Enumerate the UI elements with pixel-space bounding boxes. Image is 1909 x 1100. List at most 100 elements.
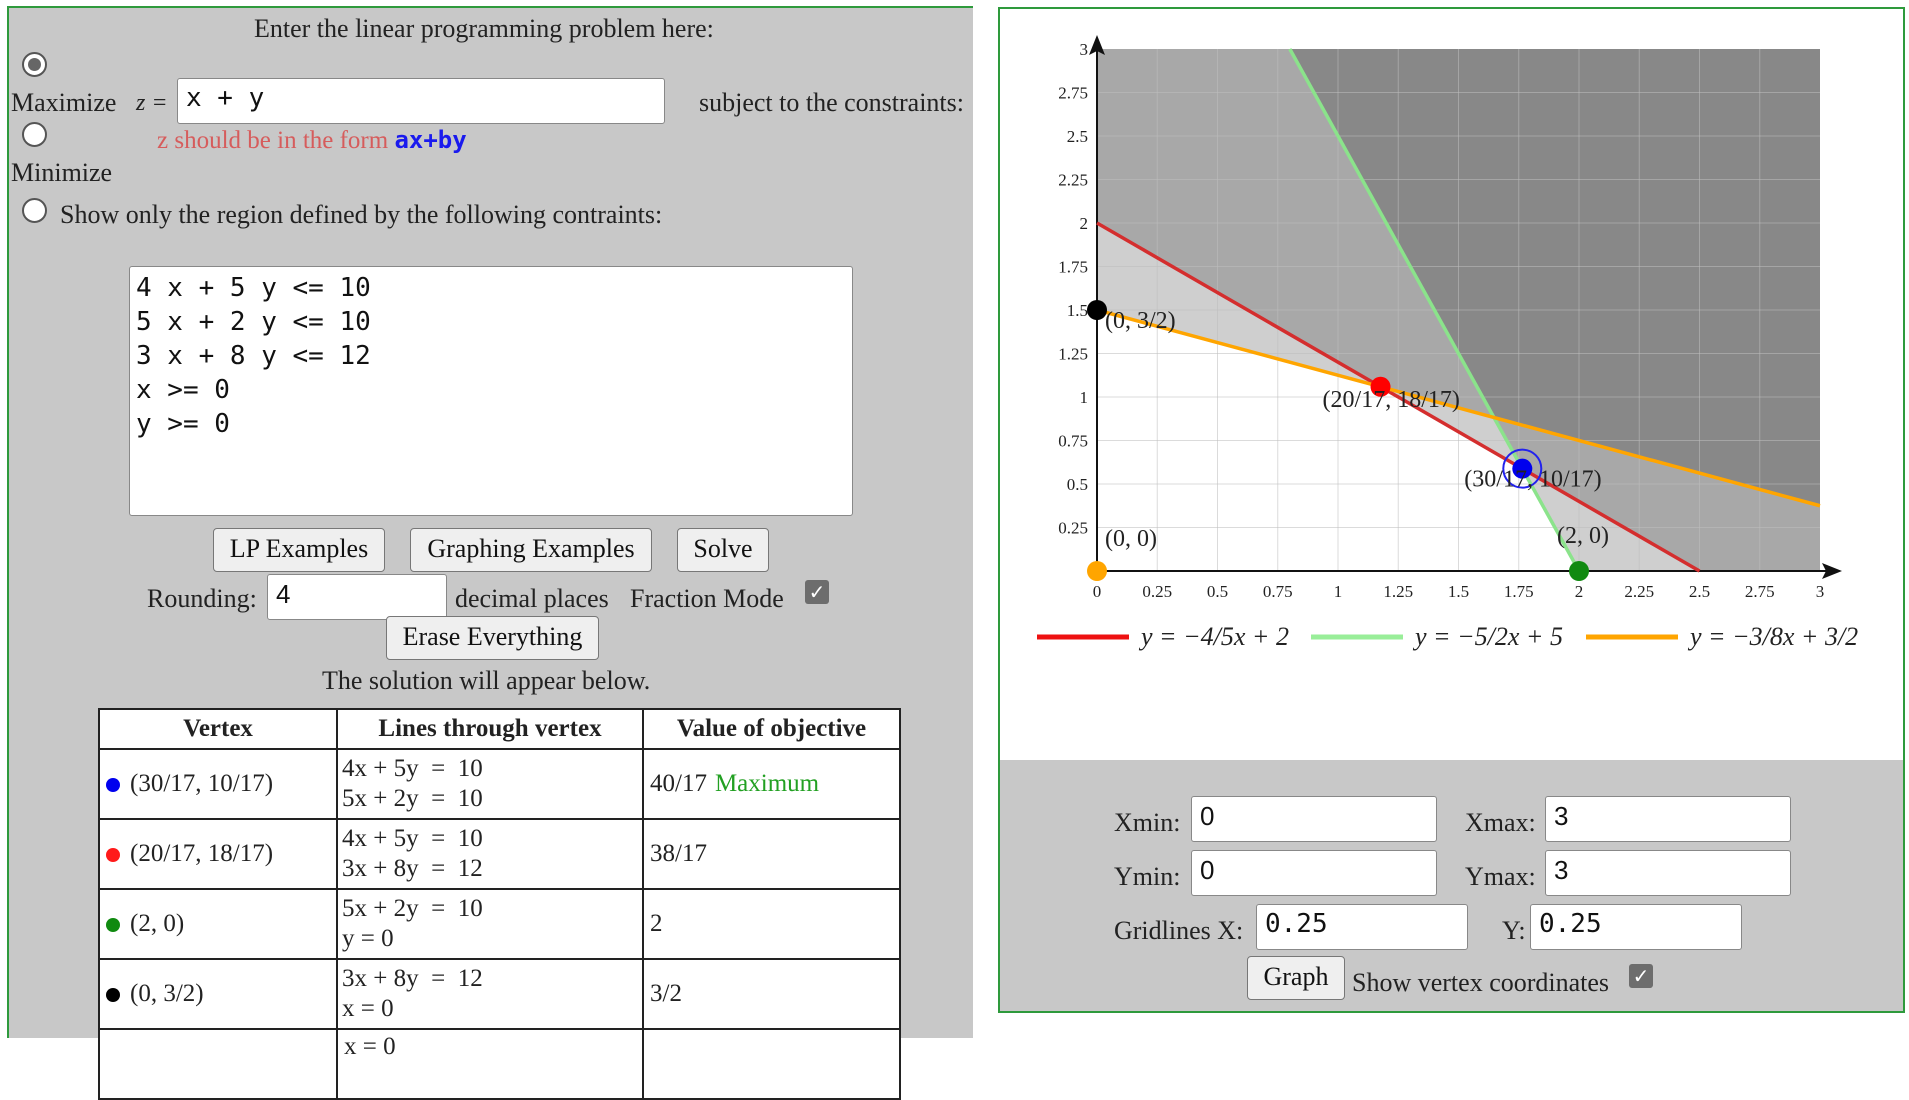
maximize-radio[interactable]: [22, 52, 47, 77]
line-equation: 4x + 5y = 10: [342, 755, 483, 782]
x-tick-label: 1.25: [1383, 582, 1413, 601]
vertex-cell: (0, 3/2): [98, 958, 338, 1030]
y-tick-label: 1.5: [1067, 301, 1088, 320]
x-tick-label: 2.75: [1745, 582, 1775, 601]
x-tick-label: 0.25: [1142, 582, 1172, 601]
graphing-examples-button[interactable]: Graphing Examples: [410, 528, 652, 572]
feasible-region-graph: 0 0.25 0.5 0.75 1 1.25 1.5 1.75 2 2.25 2.5 2.75 3 0.2…: [1037, 35, 1858, 651]
line-equation: x = 0: [342, 995, 394, 1022]
fraction-mode-checkbox[interactable]: ✓: [805, 580, 829, 604]
maximum-note: Maximum: [714, 770, 820, 797]
lp-heading: Enter the linear programming problem her…: [254, 14, 714, 43]
vertex-color-dot: [106, 848, 120, 863]
xmin-label: Xmin:: [1114, 808, 1181, 837]
vertex-cell: (2, 0): [98, 888, 338, 960]
objective-cell: [642, 1028, 901, 1100]
lines-header: Lines through vertex: [336, 708, 644, 750]
y-tick-label: 2.75: [1058, 84, 1088, 103]
constraints-textarea[interactable]: 4 x + 5 y <= 10 5 x + 2 y <= 10 3 x + 8 …: [129, 266, 853, 516]
gridlines-y-input[interactable]: 0.25: [1530, 904, 1742, 950]
x-tick-label: 0.5: [1207, 582, 1228, 601]
vertex-coordinates: (30/17, 10/17): [130, 770, 274, 797]
lines-cell: 4x + 5y = 10 3x + 8y = 12: [336, 818, 644, 890]
hint-code: ax+by: [394, 126, 467, 154]
solution-header-row: Vertex Lines through vertex Value of obj…: [98, 708, 901, 750]
vertex-point: [1512, 458, 1533, 479]
y-tick-label: 2.5: [1067, 127, 1088, 146]
rounding-input[interactable]: 4: [267, 574, 447, 620]
xmin-input[interactable]: 0: [1191, 796, 1437, 842]
vertex-point: [1087, 300, 1107, 320]
y-tick-label: 3: [1080, 40, 1089, 59]
legend-label: y = −4/5x + 2: [1138, 622, 1289, 651]
constraint-line: [1096, 221, 1701, 573]
line-equation: 4x + 5y = 10: [342, 825, 483, 852]
vertex-cell: [98, 1028, 338, 1100]
vertex-coordinates: (2, 0): [130, 910, 185, 937]
gridlines-x-label: Gridlines X:: [1114, 916, 1244, 945]
objective-value: 2: [650, 910, 663, 937]
show-vertex-coords-checkbox[interactable]: ✓: [1629, 964, 1653, 988]
solution-row: (20/17, 18/17) 4x + 5y = 10 3x + 8y = 12 38…: [98, 818, 901, 890]
xmax-input[interactable]: 3: [1545, 796, 1791, 842]
x-tick-label: 2.5: [1689, 582, 1710, 601]
show-vertex-coords-label: Show vertex coordinates: [1352, 968, 1610, 997]
decimal-places-label: decimal places: [455, 584, 609, 613]
solve-button[interactable]: Solve: [677, 528, 769, 572]
line-equation: 3x + 8y = 12: [342, 965, 483, 992]
y-tick-label: 0.5: [1067, 475, 1088, 494]
erase-everything-button[interactable]: Erase Everything: [386, 616, 599, 660]
x-tick-label: 2.25: [1624, 582, 1654, 601]
x-tick-label: 1: [1334, 582, 1343, 601]
vertex-coordinate-label: (20/17, 18/17): [1323, 387, 1460, 413]
gridlines-y-label: Y:: [1502, 916, 1526, 945]
solution-row-partial: x = 0: [98, 1028, 901, 1100]
objective-input[interactable]: x + y: [177, 78, 665, 124]
y-tick-label: 0.25: [1058, 519, 1088, 538]
graph-panel: 0 0.25 0.5 0.75 1 1.25 1.5 1.75 2 2.25 2.5 2.75 3 0.2…: [998, 7, 1905, 1013]
constraint-line: [1096, 308, 1821, 508]
region-only-radio[interactable]: [22, 198, 47, 223]
legend-label: y = −3/8x + 3/2: [1687, 622, 1858, 651]
vertex-color-dot: [106, 988, 120, 1003]
vertex-header: Vertex: [98, 708, 338, 750]
region-only-label: Show only the region defined by the foll…: [60, 200, 663, 229]
optimal-vertex-ring: [1502, 448, 1543, 489]
line-equation: y = 0: [342, 925, 394, 952]
y-tick-label: 0.75: [1058, 432, 1088, 451]
line-equation: 5x + 2y = 10: [342, 785, 483, 812]
x-tick-label: 3: [1816, 582, 1825, 601]
y-tick-label: 2.25: [1058, 171, 1088, 190]
vertex-point: [1569, 561, 1589, 581]
vertex-coordinate-label: (2, 0): [1557, 523, 1609, 549]
x-axis-arrow: [1822, 563, 1842, 579]
minimize-radio[interactable]: [22, 122, 47, 147]
y-axis-arrow: [1089, 35, 1105, 55]
graph-controls: Xmin: 0 Xmax: 3 Ymin: 0 Ymax: 3 Gridline…: [1000, 760, 1903, 1011]
lines-cell: 5x + 2y = 10 y = 0: [336, 888, 644, 960]
y-tick-label: 1.75: [1058, 258, 1088, 277]
constraint-line: [1288, 48, 1581, 572]
graph-button[interactable]: Graph: [1247, 956, 1345, 1000]
hint-text: z should be in the form: [157, 127, 395, 154]
vertex-cell: (20/17, 18/17): [98, 818, 338, 890]
objective-value: 3/2: [650, 980, 682, 1007]
x-tick-label: 0.75: [1263, 582, 1293, 601]
solution-intro: The solution will appear below.: [322, 666, 651, 695]
objective-value: 40/17: [650, 770, 707, 797]
lines-cell: 4x + 5y = 10 5x + 2y = 10: [336, 748, 644, 820]
ymin-input[interactable]: 0: [1191, 850, 1437, 896]
lines-cell: 3x + 8y = 12 x = 0: [336, 958, 644, 1030]
vertex-coordinate-label: (0, 3/2): [1105, 308, 1176, 334]
vertex-cell: (30/17, 10/17): [98, 748, 338, 820]
objective-cell: 3/2: [642, 958, 901, 1030]
lp-examples-button[interactable]: LP Examples: [213, 528, 385, 572]
ymin-label: Ymin:: [1114, 862, 1181, 891]
xmax-label: Xmax:: [1465, 808, 1536, 837]
solution-row: (30/17, 10/17) 4x + 5y = 10 5x + 2y = 10 40…: [98, 748, 901, 820]
ymax-input[interactable]: 3: [1545, 850, 1791, 896]
x-tick-label: 2: [1575, 582, 1584, 601]
vertex-coordinate-label: (0, 0): [1105, 526, 1157, 552]
rounding-label: Rounding:: [147, 584, 257, 613]
gridlines-x-input[interactable]: 0.25: [1256, 904, 1468, 950]
